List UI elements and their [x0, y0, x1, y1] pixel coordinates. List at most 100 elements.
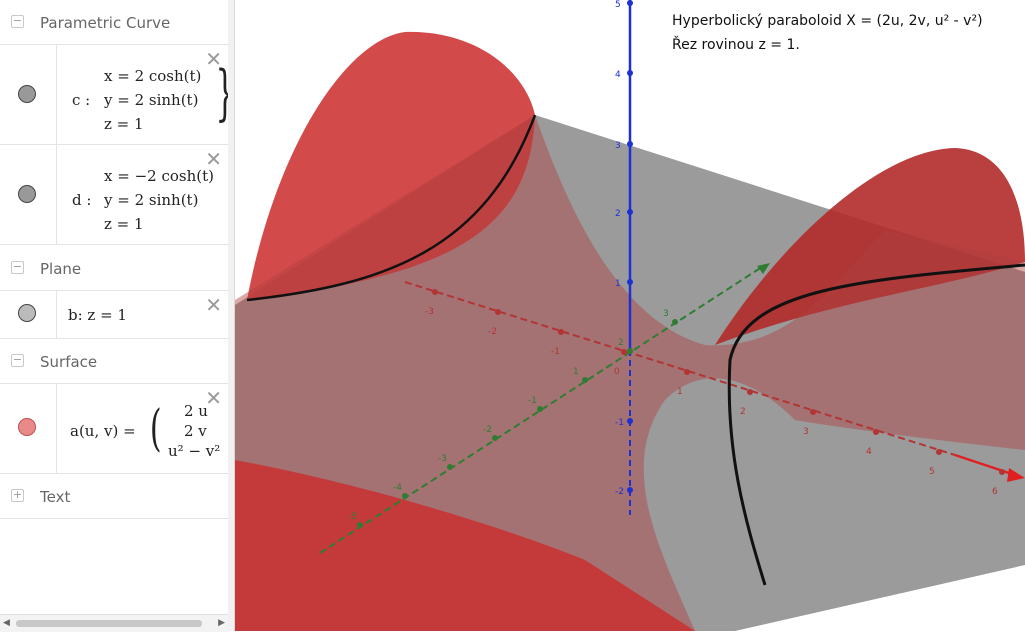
visibility-toggle-icon[interactable] — [18, 418, 36, 436]
x-tick-label: -3 — [425, 307, 434, 317]
algebra-item-surface-a[interactable]: a(u, v) = ( 2 u 2 v u² − v² ✕ — [0, 384, 228, 474]
x-tick-label: 1 — [677, 387, 683, 397]
curve-y-eq: y = 2 sinh(t) — [104, 91, 199, 109]
x-tick-dot — [558, 329, 564, 335]
y-tick-dot — [447, 464, 453, 470]
vector-row-1: 2 u — [184, 402, 208, 420]
x-tick-label: 3 — [803, 427, 809, 437]
group-label: Plane — [40, 260, 82, 278]
curve-d-branch[interactable] — [246, 114, 537, 302]
z-tick-dot — [627, 418, 633, 424]
object-name: d : — [72, 191, 92, 209]
algebra-item-plane-b[interactable]: b: z = 1 ✕ — [0, 291, 228, 339]
y-tick-label: -4 — [393, 483, 402, 493]
left-paren-icon: ( — [149, 399, 162, 457]
object-name: a(u, v) = — [70, 422, 136, 440]
y-tick-label: 3 — [663, 309, 669, 319]
x-tick-dot — [873, 429, 879, 435]
delete-icon[interactable]: ✕ — [205, 147, 222, 171]
delete-icon[interactable]: ✕ — [205, 47, 222, 71]
marble-cell — [0, 145, 57, 244]
y-axis-arrow-icon — [757, 263, 770, 274]
scroll-thumb[interactable] — [16, 620, 202, 627]
x-tick-dot — [999, 469, 1005, 475]
z-tick-label: -2 — [615, 487, 624, 497]
collapse-toggle-icon[interactable]: − — [11, 14, 24, 28]
y-tick-dot — [537, 406, 543, 412]
group-label: Parametric Curve — [40, 14, 171, 32]
z-tick-label: 1 — [615, 279, 621, 289]
group-label: Text — [40, 488, 71, 506]
delete-icon[interactable]: ✕ — [205, 386, 222, 410]
z-tick-dot — [627, 141, 633, 147]
horizontal-scrollbar[interactable]: ◀ ▶ — [0, 614, 228, 632]
x-tick-label: -1 — [551, 347, 560, 357]
collapse-toggle-icon[interactable]: − — [11, 353, 24, 367]
y-tick-dot — [357, 522, 363, 528]
group-plane[interactable]: − Plane — [0, 246, 228, 291]
y-tick-label: -1 — [528, 396, 537, 406]
x-tick-label: -2 — [488, 327, 497, 337]
z-tick-dot — [627, 0, 633, 6]
scene-3d[interactable]: -3 -2 -1 0 1 2 3 4 5 6 -5 -4 -3 -2 -1 1 2 3 -2 -1 1 2 3 4 5 — [235, 0, 1025, 631]
vector-row-3: u² − v² — [168, 442, 221, 460]
marble-cell — [0, 45, 57, 144]
delete-icon[interactable]: ✕ — [205, 293, 222, 317]
curve-z-eq: z = 1 — [104, 115, 144, 133]
group-text[interactable]: + Text — [0, 474, 228, 519]
surface-wing-left[interactable] — [247, 31, 535, 300]
expand-toggle-icon[interactable]: + — [11, 488, 24, 502]
z-tick-label: 2 — [615, 209, 621, 219]
visibility-toggle-icon[interactable] — [18, 185, 36, 203]
z-tick-dot — [627, 487, 633, 493]
z-tick-dot — [627, 70, 633, 76]
y-tick-dot — [492, 435, 498, 441]
x-tick-dot — [621, 349, 627, 355]
group-surface[interactable]: − Surface — [0, 339, 228, 384]
curve-c-branch[interactable] — [727, 263, 1025, 586]
x-axis-tail — [954, 453, 1016, 477]
axis-ticks: -3 -2 -1 0 1 2 3 4 5 6 -5 -4 -3 -2 -1 1 2 3 -2 -1 1 2 3 4 5 — [348, 0, 1005, 528]
curve-y-eq: y = 2 sinh(t) — [104, 191, 199, 209]
y-tick-dot — [627, 348, 633, 354]
x-tick-dot — [810, 409, 816, 415]
vector-row-2: 2 v — [184, 422, 207, 440]
curve-x-eq: x = −2 cosh(t) — [104, 167, 214, 185]
x-tick-label: 0 — [614, 367, 620, 377]
y-tick-label: -2 — [483, 425, 492, 435]
view-divider[interactable] — [228, 0, 235, 631]
plane-expression: b: z = 1 — [68, 306, 127, 324]
x-tick-label: 5 — [929, 467, 935, 477]
scroll-right-icon[interactable]: ▶ — [218, 618, 225, 628]
x-tick-label: 4 — [866, 447, 872, 457]
surface-front-lower[interactable] — [235, 460, 695, 631]
marble-cell — [0, 384, 57, 473]
graphics-3d-view[interactable]: -3 -2 -1 0 1 2 3 4 5 6 -5 -4 -3 -2 -1 1 2 3 -2 -1 1 2 3 4 5 Hype… — [235, 0, 1025, 631]
x-tick-dot — [432, 289, 438, 295]
algebra-item-curve-c[interactable]: c : x = 2 cosh(t) y = 2 sinh(t) z = 1 } … — [0, 45, 235, 145]
y-tick-dot — [582, 377, 588, 383]
z-tick-label: 5 — [615, 0, 621, 10]
y-tick-dot — [672, 319, 678, 325]
group-parametric-curve[interactable]: − Parametric Curve — [0, 0, 228, 45]
scroll-left-icon[interactable]: ◀ — [3, 618, 10, 628]
y-tick-dot — [402, 493, 408, 499]
curve-z-eq: z = 1 — [104, 215, 144, 233]
z-tick-label: -1 — [615, 418, 624, 428]
algebra-item-curve-d[interactable]: d : x = −2 cosh(t) y = 2 sinh(t) z = 1 ✕ — [0, 145, 228, 245]
visibility-toggle-icon[interactable] — [18, 85, 36, 103]
x-tick-dot — [495, 309, 501, 315]
x-tick-label: 2 — [740, 407, 746, 417]
y-tick-label: 2 — [618, 338, 624, 348]
caption-line-1: Hyperbolický paraboloid X = (2u, 2v, u² … — [672, 13, 983, 29]
x-tick-label: 6 — [992, 487, 998, 497]
algebra-view: − Parametric Curve c : x = 2 cosh(t) y =… — [0, 0, 235, 632]
x-axis — [404, 281, 956, 456]
x-tick-dot — [747, 389, 753, 395]
object-name: c : — [72, 91, 91, 109]
collapse-toggle-icon[interactable]: − — [11, 260, 24, 274]
z-tick-dot — [627, 209, 633, 215]
x-axis-arrow-icon — [1007, 468, 1025, 482]
visibility-toggle-icon[interactable] — [18, 304, 36, 322]
surface-wing-right[interactable] — [715, 148, 1025, 345]
